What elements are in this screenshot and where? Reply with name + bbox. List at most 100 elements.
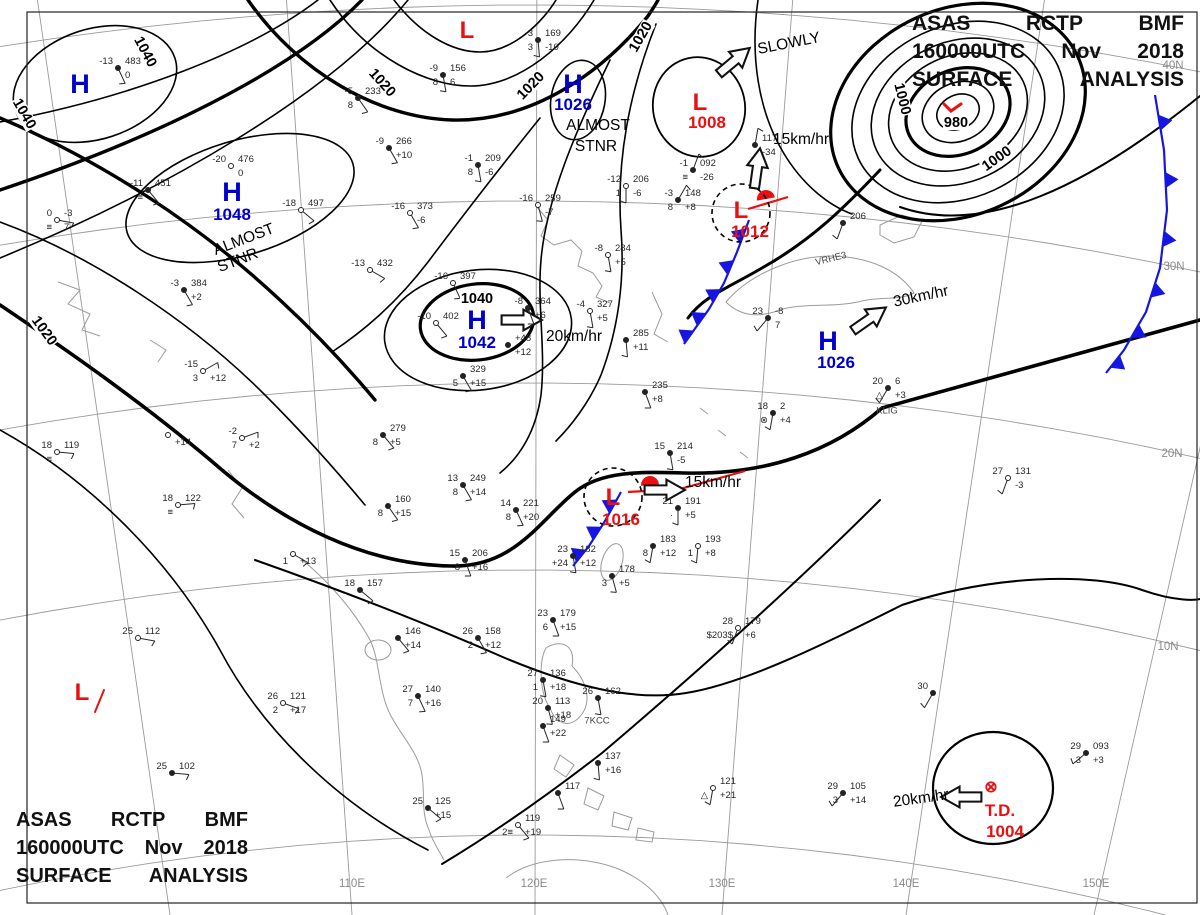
station-value: 14: [500, 498, 511, 509]
cold-front-triangle: [730, 228, 746, 244]
station-value: 21: [662, 496, 673, 507]
station-value: +10: [396, 150, 413, 161]
station-value: 26: [462, 626, 473, 637]
isobar-value-label: 1020: [514, 68, 548, 104]
cold-front-triangle: [586, 526, 602, 541]
station-value: 327: [597, 299, 613, 310]
station-value: 30: [917, 681, 928, 692]
station-value: 29: [827, 781, 838, 792]
station-value: 266: [396, 136, 412, 147]
isobar-value-label: 1020: [626, 18, 656, 56]
system-motion-label: 15km/hr: [685, 474, 741, 491]
station-value: 125: [435, 796, 451, 807]
wind-barb-tick: [569, 571, 577, 574]
movement-arrow: [500, 307, 544, 333]
station-value: -6: [417, 215, 426, 226]
station-value: ·: [669, 510, 673, 521]
station-value: 483: [125, 56, 141, 67]
station-value: ≡: [46, 454, 52, 465]
station-value: +22: [550, 728, 567, 739]
station-value: 23: [557, 544, 568, 555]
station-value: 8: [347, 100, 353, 111]
station-circle: [385, 503, 391, 509]
station-value: 476: [238, 154, 254, 165]
system-motion-label: 20km/hr: [546, 328, 602, 345]
pressure-center-low-symbol: L: [692, 89, 708, 116]
wind-barb-tick: [388, 447, 395, 451]
station-value: -5: [344, 86, 353, 97]
station-circle: [690, 167, 696, 173]
station-circle: [540, 723, 546, 729]
station-value: 183: [660, 534, 676, 545]
station-value: -1: [679, 158, 688, 169]
cold-front-triangle: [705, 289, 721, 303]
system-motion-label: ALMOST: [566, 117, 630, 134]
station-circle: [298, 207, 304, 213]
station-value: 18: [162, 493, 173, 504]
station-value: 23: [752, 306, 763, 317]
station-circle: [200, 368, 206, 374]
system-motion-label: STNR: [574, 138, 618, 155]
station-value: 15: [654, 441, 665, 452]
station-value: -16: [434, 271, 448, 282]
weather-fronts: [570, 94, 1179, 567]
station-circle: [623, 183, 629, 189]
latitude-label: 20N: [1161, 448, 1183, 460]
station-circle: [525, 305, 531, 311]
station-circle: [623, 337, 629, 343]
station-value: 20: [872, 376, 883, 387]
wind-barb-tick: [186, 304, 193, 307]
wind-barb-tick: [465, 390, 472, 393]
title-line: 160000UTC Nov 2018: [16, 834, 248, 862]
longitude-label: 130E: [708, 878, 736, 890]
station-circle: [460, 482, 466, 488]
title-word: ASAS: [16, 809, 72, 831]
station-value: 140: [425, 684, 441, 695]
station-value: 2: [467, 640, 473, 651]
station-value: 451: [155, 178, 171, 189]
station-circle: [595, 760, 601, 766]
title-word: RCTP: [110, 809, 166, 831]
station-circle: [386, 145, 392, 151]
title-word: Nov: [144, 837, 183, 859]
station-circle: [667, 450, 673, 456]
developing-low-dashed-circle: [711, 183, 771, 243]
station-value: 0: [46, 208, 52, 219]
wind-barb-tick: [764, 426, 771, 431]
wind-barb-tick: [308, 220, 315, 225]
station-value: 329: [470, 364, 486, 375]
station-circle: [115, 65, 121, 71]
station-value: -11: [129, 178, 143, 189]
wind-barb-tick: [920, 702, 925, 709]
station-value: 1: [615, 188, 621, 199]
wind-barb-tick: [620, 200, 627, 204]
pressure-center-low-symbol: L: [733, 197, 749, 224]
station-value: 119: [64, 440, 80, 451]
station-value: 15: [449, 548, 460, 559]
station-value: +12: [515, 347, 532, 358]
station-value: 221: [523, 498, 539, 509]
title-word: 160000UTC: [16, 837, 124, 859]
station-circle: [462, 557, 468, 563]
station-value: 18: [41, 440, 52, 451]
station-value: 8: [377, 508, 383, 519]
station-value: ≡: [46, 222, 52, 233]
station-value: 432: [377, 258, 393, 269]
red-center-mark: [942, 102, 963, 113]
station-circle: [752, 142, 758, 148]
wind-barb-tick: [480, 652, 487, 655]
station-value: -20: [212, 154, 226, 165]
wind-barb-tick: [1070, 758, 1074, 765]
station-value: 191: [685, 496, 701, 507]
station-value: +12: [210, 373, 227, 384]
station-circle: [770, 410, 776, 416]
map-frame: [26, 11, 1198, 904]
wind-barb-tick: [391, 162, 398, 165]
station-value: ≡: [682, 172, 688, 183]
station-value: +24: [551, 558, 568, 569]
station-circle: [228, 163, 234, 169]
station-value: 20: [532, 696, 543, 707]
station-value: 1: [687, 548, 693, 559]
station-value: -15: [184, 359, 198, 370]
